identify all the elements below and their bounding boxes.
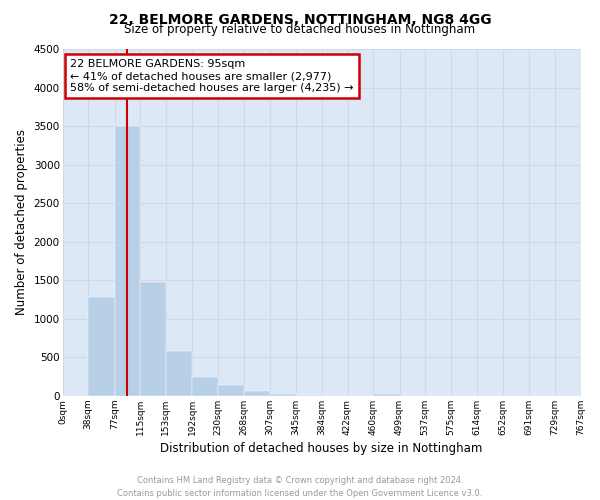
Text: Contains HM Land Registry data © Crown copyright and database right 2024.
Contai: Contains HM Land Registry data © Crown c… <box>118 476 482 498</box>
Bar <box>140 282 166 396</box>
Bar <box>88 297 115 396</box>
Bar <box>373 394 400 396</box>
Bar <box>296 395 322 396</box>
Y-axis label: Number of detached properties: Number of detached properties <box>15 130 28 316</box>
Text: 22, BELMORE GARDENS, NOTTINGHAM, NG8 4GG: 22, BELMORE GARDENS, NOTTINGHAM, NG8 4GG <box>109 12 491 26</box>
Bar <box>218 385 244 396</box>
Bar <box>244 390 270 396</box>
Bar <box>192 376 218 396</box>
Bar <box>166 351 192 396</box>
Text: Size of property relative to detached houses in Nottingham: Size of property relative to detached ho… <box>124 22 476 36</box>
X-axis label: Distribution of detached houses by size in Nottingham: Distribution of detached houses by size … <box>160 442 483 455</box>
Bar <box>115 126 140 396</box>
Bar <box>270 394 296 396</box>
Text: 22 BELMORE GARDENS: 95sqm
← 41% of detached houses are smaller (2,977)
58% of se: 22 BELMORE GARDENS: 95sqm ← 41% of detac… <box>70 60 354 92</box>
